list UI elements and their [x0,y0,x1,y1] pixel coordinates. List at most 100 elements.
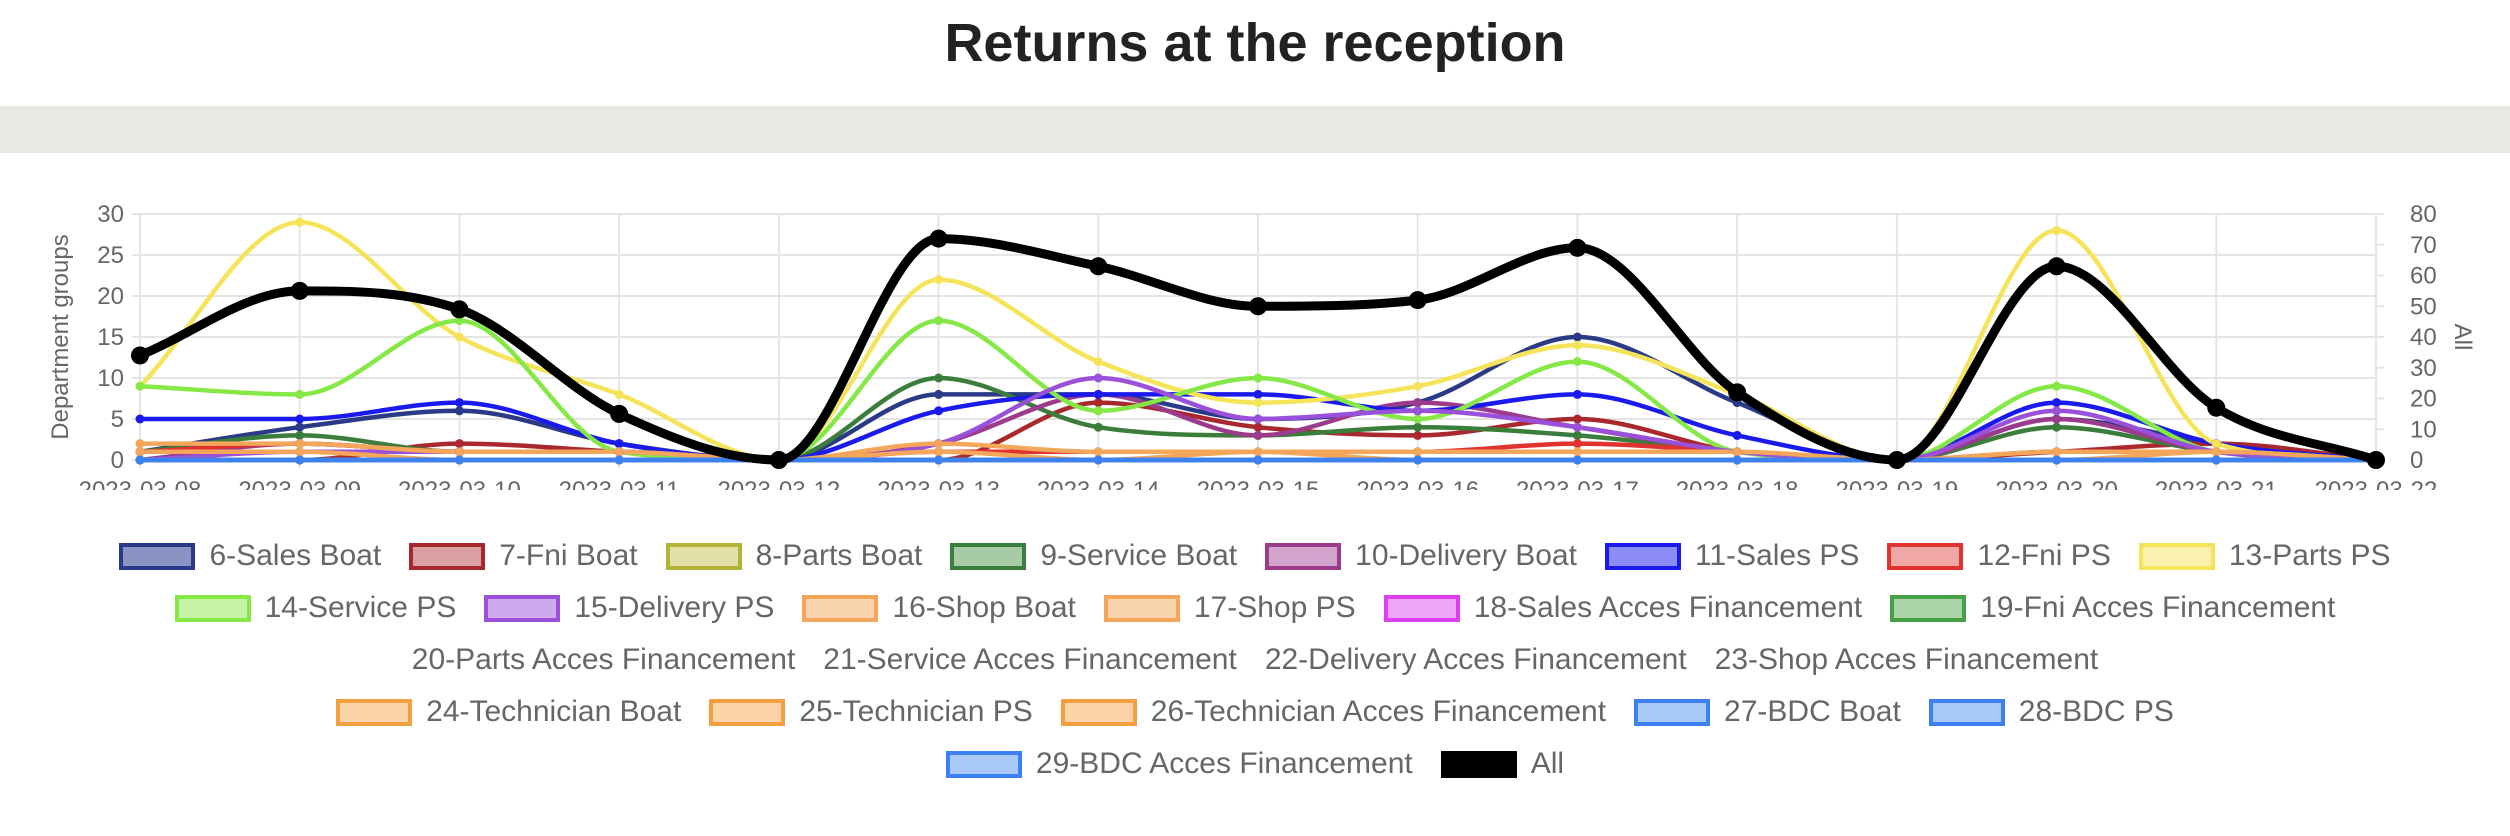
data-point-16-shop-boat [454,447,464,457]
data-point-16-shop-boat [1413,447,1423,457]
data-point-all [2207,398,2226,417]
x-tick-label: 2023-03-09 [238,477,361,490]
data-point-all [1089,257,1108,276]
data-point-all [1249,297,1267,316]
data-point-16-shop-boat [1732,447,1742,457]
legend-label: 19-Fni Acces Financement [1980,591,2336,624]
data-point-10-delivery-boat [2052,414,2062,424]
data-point-14-service-ps [1093,406,1103,416]
data-point-all [2367,451,2385,469]
data-point-17-shop-ps [2211,447,2221,457]
data-point-7-fni-boat [1572,414,1582,424]
legend-item[interactable]: 6-Sales Boat [119,539,381,573]
legend-row: 6-Sales Boat 7-Fni Boat 8-Parts Boat 9-Serv… [0,530,2510,582]
legend-swatch [1265,542,1342,570]
legend-swatch [2138,542,2215,570]
data-point-15-delivery-ps [1093,373,1103,383]
data-point-11-sales-ps [2052,398,2062,408]
legend-item[interactable]: 21-Service Acces Financement [823,643,1237,677]
data-point-17-shop-ps [135,447,145,457]
legend-item[interactable]: All [1440,747,1564,781]
legend-item[interactable]: 13-Parts PS [2138,539,2391,573]
legend-label: 9-Service Boat [1040,539,1238,572]
legend-item[interactable]: 9-Service Boat [950,539,1237,573]
legend-item[interactable]: 8-Parts Boat [665,539,922,573]
legend-item[interactable]: 10-Delivery Boat [1265,539,1577,573]
legend-item[interactable]: 25-Technician PS [709,695,1033,729]
data-point-29-bdc-acces-financement [295,455,305,465]
x-tick-label: 2023-03-15 [1197,477,1320,490]
legend-item[interactable]: 7-Fni Boat [409,539,638,573]
data-point-13-parts-ps [2052,225,2062,235]
legend-swatch [174,594,251,622]
data-point-all [450,300,469,319]
x-tick-label: 2023-03-14 [1037,477,1160,490]
data-point-13-parts-ps [454,332,464,342]
series-line-14-service-ps [137,318,2379,463]
data-point-6-sales-boat [454,406,464,416]
x-tick-label: 2023-03-08 [79,477,202,490]
data-point-29-bdc-acces-financement [934,455,944,465]
y-tick-label: 10 [97,365,124,392]
legend-item[interactable]: 12-Fni PS [1887,539,2111,573]
series-points [131,217,2385,469]
legend-label: 16-Shop Boat [892,591,1076,624]
legend-item[interactable]: 28-BDC PS [1928,695,2174,729]
data-point-14-service-ps [1413,414,1423,424]
legend-item[interactable]: 14-Service PS [174,591,456,625]
legend-label: 22-Delivery Acces Financement [1264,643,1687,676]
y-tick-label: 20 [97,283,124,310]
x-tick-label: 2023-03-10 [398,477,521,490]
legend-item[interactable]: 17-Shop PS [1103,591,1356,625]
data-point-15-delivery-ps [1413,406,1423,416]
legend-item[interactable]: 16-Shop Boat [802,591,1076,625]
x-tick-label: 2023-03-21 [2155,477,2278,490]
chart-title: Returns at the reception [944,13,1566,73]
y-tick-label: 30 [97,201,124,228]
x-tick-label: 2023-03-18 [1676,477,1799,490]
legend-item[interactable]: 23-Shop Acces Financement [1715,643,2099,677]
data-point-13-parts-ps [1253,398,1263,408]
data-point-9-service-boat [934,373,944,383]
data-point-16-shop-boat [135,439,145,449]
chart-legend: 6-Sales Boat 7-Fni Boat 8-Parts Boat 9-Serv… [0,530,2510,790]
data-point-16-shop-boat [614,447,624,457]
data-point-11-sales-ps [1253,389,1263,399]
legend-row: 24-Technician Boat 25-Technician PS 26-Tec… [0,686,2510,738]
legend-item[interactable]: 11-Sales PS [1604,539,1859,573]
legend-item[interactable]: 22-Delivery Acces Financement [1265,643,1687,677]
legend-item[interactable]: 24-Technician Boat [336,695,681,729]
data-point-all [1887,451,1906,469]
legend-label: 13-Parts PS [2228,539,2391,572]
data-point-15-delivery-ps [2052,406,2062,416]
legend-swatch [409,542,486,570]
line-chart: 2023-03-08 2023-03-09 2023-03-10 2023-03-11… [47,201,2476,490]
data-point-29-bdc-acces-financement [2211,455,2221,465]
data-point-6-sales-boat [1572,332,1582,342]
legend-label: 10-Delivery Boat [1355,539,1577,572]
data-point-17-shop-ps [934,447,944,457]
legend-label: 7-Fni Boat [499,539,638,572]
data-point-all [131,346,149,365]
legend-item[interactable]: 29-BDC Acces Financement [945,747,1413,781]
legend-swatch [802,594,879,622]
legend-swatch [950,542,1027,570]
legend-item[interactable]: 18-Sales Acces Financement [1383,591,1863,625]
legend-item[interactable]: 20-Parts Acces Financement [412,643,796,677]
legend-item[interactable]: 27-BDC Boat [1634,695,1901,729]
data-point-10-delivery-boat [1413,398,1423,408]
data-point-16-shop-boat [934,439,944,449]
legend-item[interactable]: 15-Delivery PS [484,591,774,625]
data-point-11-sales-ps [1093,389,1103,399]
legend-label: 18-Sales Acces Financement [1473,591,1863,624]
data-point-29-bdc-acces-financement [1093,455,1103,465]
data-point-29-bdc-acces-financement [1253,455,1263,465]
data-point-7-fni-boat [1093,398,1103,408]
data-point-13-parts-ps [1413,381,1423,391]
legend-item[interactable]: 19-Fni Acces Financement [1890,591,2335,625]
legend-item[interactable]: 26-Technician Acces Financement [1060,695,1606,729]
legend-swatch [1103,594,1180,622]
data-point-29-bdc-acces-financement [1732,455,1742,465]
legend-label: 12-Fni PS [1977,539,2111,572]
x-tick-label: 2023-03-11 [559,477,680,490]
